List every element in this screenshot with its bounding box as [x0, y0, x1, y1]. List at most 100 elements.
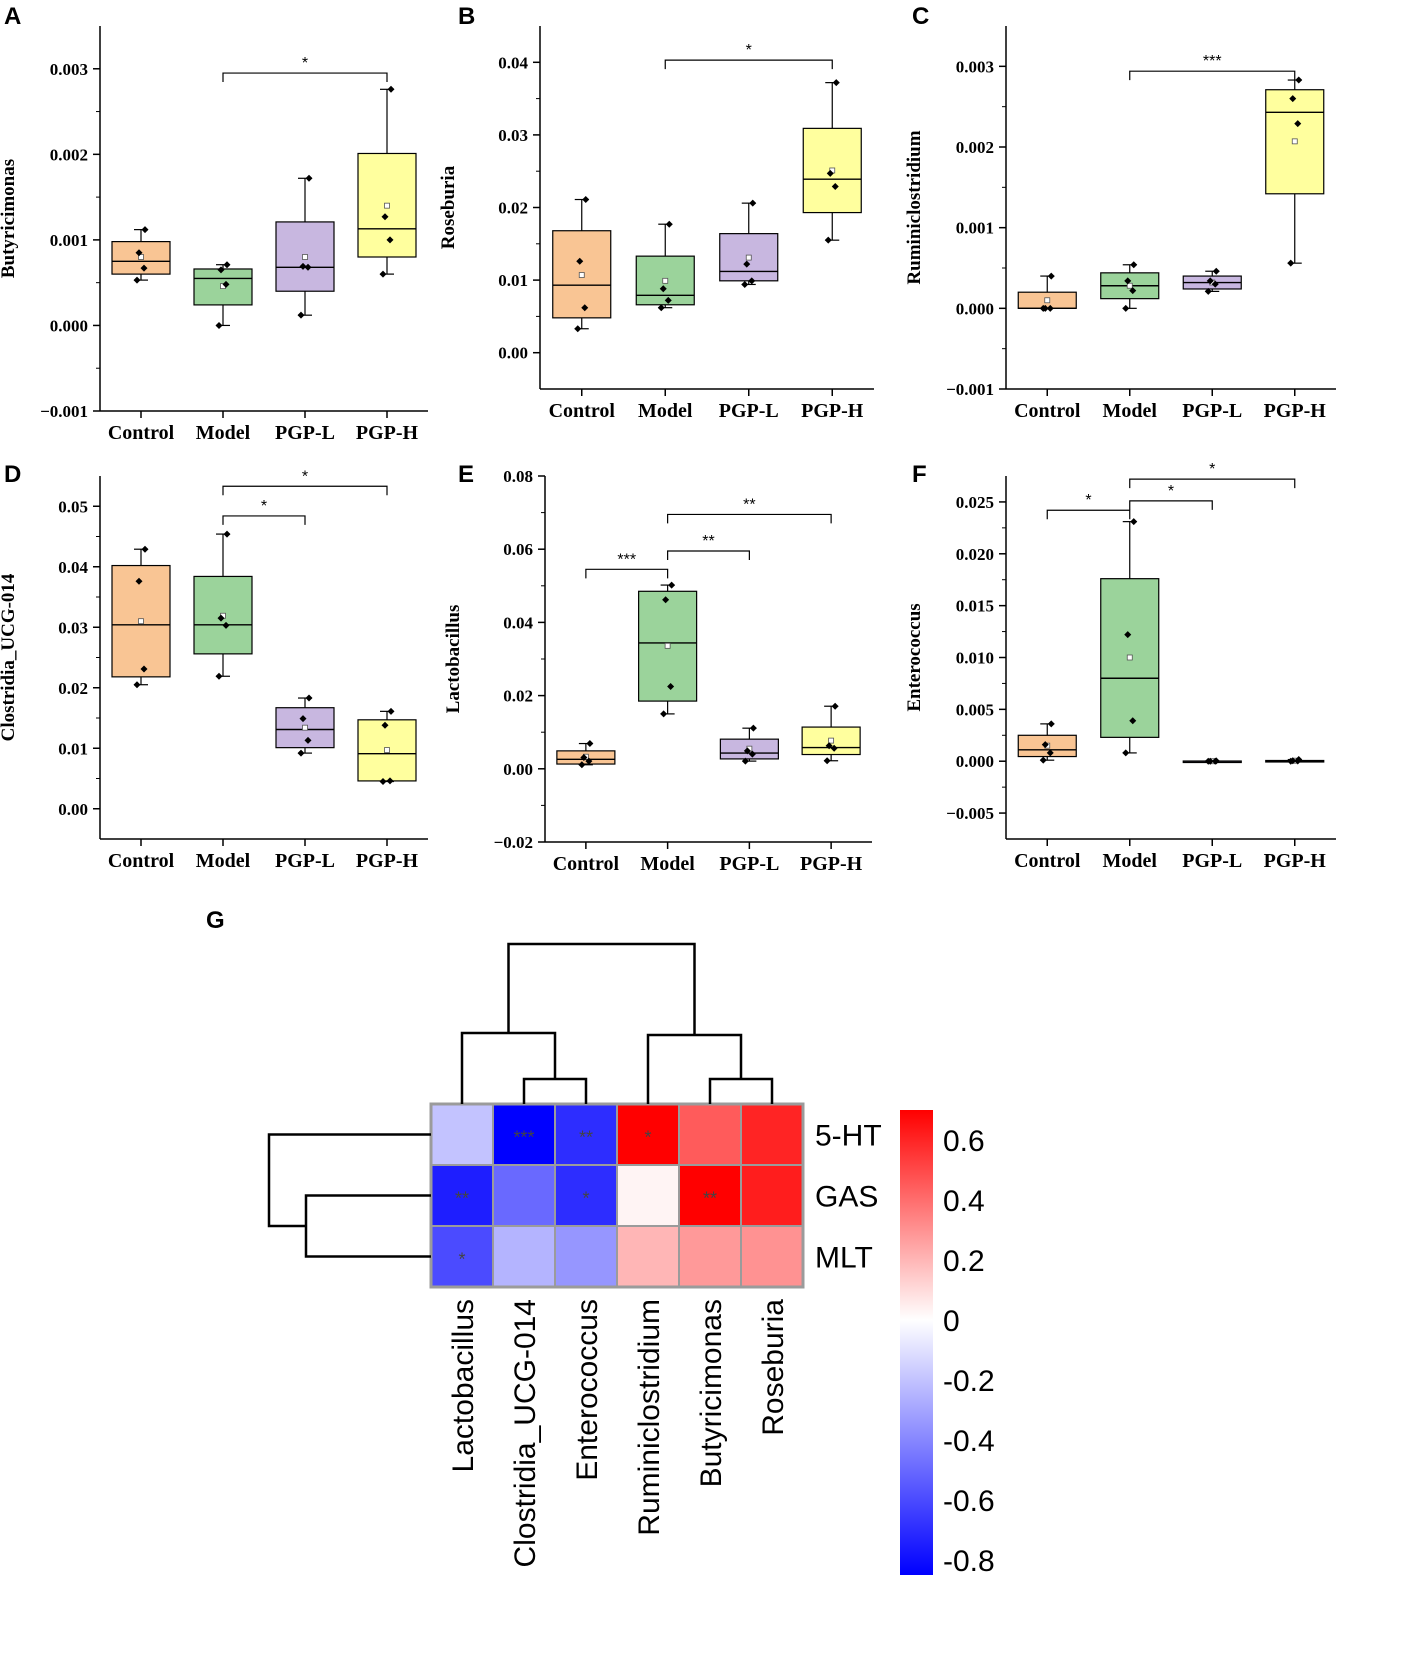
panel-E: E −0.02 0.00 0.02 0.04 0.06 0.08 Lactobacillus C…: [443, 461, 872, 875]
data-point: [823, 757, 831, 765]
colorbar: [900, 1110, 933, 1575]
significance-stars: *: [302, 468, 308, 485]
data-point: [667, 682, 675, 690]
x-tick-label: Control: [553, 853, 620, 875]
colorbar-tick-label: 0: [943, 1305, 960, 1338]
x-tick-label: Model: [196, 850, 251, 872]
data-point: [217, 614, 225, 622]
x-tick-label: Control: [549, 400, 616, 422]
bracket-line: [222, 515, 306, 525]
box-Model: [1100, 261, 1160, 312]
significance-bracket: *: [222, 55, 388, 83]
x-tick-label: PGP-L: [719, 400, 779, 422]
data-point: [297, 749, 305, 757]
data-point: [223, 530, 231, 538]
colorbar-tick-label: -0.8: [943, 1545, 995, 1578]
data-point: [305, 174, 313, 182]
data-point: [749, 724, 757, 732]
bracket-line: [222, 72, 388, 83]
data-point: [1212, 267, 1220, 275]
data-point: [574, 325, 582, 333]
data-point: [576, 257, 584, 265]
y-tick-label: 0.002: [956, 138, 994, 157]
heatmap-significance: **: [703, 1189, 717, 1209]
panel-label-A: A: [4, 3, 21, 30]
data-point: [222, 280, 230, 288]
y-tick-label: 0.002: [50, 145, 88, 164]
data-point: [1206, 757, 1214, 765]
colorbar-tick-label: -0.6: [943, 1485, 995, 1518]
bracket-line: [585, 568, 669, 579]
mean-marker: [1126, 282, 1133, 289]
box-PGP-H: [357, 85, 417, 278]
heatmap-cell: [616, 1103, 680, 1166]
mean-marker: [302, 724, 308, 731]
x-tick-label: PGP-L: [719, 853, 779, 875]
heatmap-significance: *: [644, 1128, 651, 1148]
heatmap-cell: [616, 1164, 680, 1227]
data-point: [1130, 261, 1138, 269]
data-point: [660, 710, 668, 718]
data-point: [135, 577, 143, 585]
panel-F: F −0.005 0.000 0.005 0.010 0.015 0.020 0.025 Ent…: [904, 461, 1336, 872]
bracket-line: [667, 513, 832, 524]
data-point: [297, 311, 305, 319]
panel-B: B 0.00 0.01 0.02 0.03 0.04 Roseburia Control Mod…: [438, 3, 874, 422]
heatmap-cell: [740, 1103, 804, 1166]
colorbar-tick-label: -0.4: [943, 1425, 995, 1458]
bracket-line: [664, 59, 833, 70]
data-point: [1124, 631, 1132, 639]
heatmap-column-label: Roseburia: [757, 1299, 790, 1436]
significance-stars: *: [1085, 492, 1091, 509]
heatmap-cell: [678, 1103, 742, 1166]
y-tick-label: 0.04: [498, 53, 528, 72]
significance-bracket: *: [1129, 461, 1296, 489]
significance-bracket: *: [222, 468, 388, 496]
data-point: [1212, 757, 1220, 765]
data-point: [381, 213, 389, 221]
mean-marker: [828, 737, 835, 744]
y-tick-label: 0.000: [956, 299, 994, 318]
mean-marker: [384, 202, 390, 209]
heatmap-cell: [430, 1103, 494, 1166]
colorbar-tick-label: -0.2: [943, 1365, 995, 1398]
data-point: [387, 85, 395, 93]
data-point: [387, 707, 395, 715]
data-point: [585, 757, 593, 765]
bracket-line: [1129, 500, 1213, 510]
data-point: [140, 665, 148, 673]
box-Control: [556, 740, 616, 769]
box-PGP-L: [719, 199, 779, 288]
data-point: [581, 304, 589, 312]
heatmap-cell: [740, 1225, 804, 1288]
panel-label-C: C: [912, 3, 929, 30]
data-point: [304, 736, 312, 744]
heatmap-cell: [740, 1164, 804, 1227]
y-tick-label: −0.001: [946, 380, 994, 399]
column-dendrogram-branch: [460, 1031, 557, 1104]
significance-stars: *: [261, 498, 267, 515]
box-Model: [1100, 518, 1160, 757]
column-dendrogram-branch: [507, 942, 696, 1035]
column-dendrogram-branch: [708, 1077, 774, 1104]
data-point: [1287, 259, 1295, 267]
x-tick-label: PGP-L: [275, 422, 335, 444]
significance-bracket: *: [1129, 483, 1213, 510]
y-tick-label: 0.003: [956, 57, 994, 76]
data-point: [1122, 304, 1130, 312]
x-tick-label: PGP-H: [1264, 850, 1327, 872]
panel-D: D 0.00 0.01 0.02 0.03 0.04 0.05 Clostridia_UCG-…: [0, 461, 428, 872]
box-Model: [193, 261, 253, 329]
mean-marker: [138, 254, 144, 260]
data-point: [386, 236, 394, 244]
data-point: [586, 740, 594, 748]
panel-label-G: G: [206, 907, 225, 934]
data-point: [215, 321, 223, 329]
heatmap-row-label: MLT: [815, 1242, 873, 1275]
y-tick-label: 0.000: [50, 316, 88, 335]
data-point: [1129, 287, 1137, 295]
significance-bracket: **: [667, 496, 832, 524]
data-point: [1039, 756, 1047, 764]
column-dendrogram-branch: [522, 1077, 588, 1104]
panel-label-F: F: [912, 461, 927, 488]
